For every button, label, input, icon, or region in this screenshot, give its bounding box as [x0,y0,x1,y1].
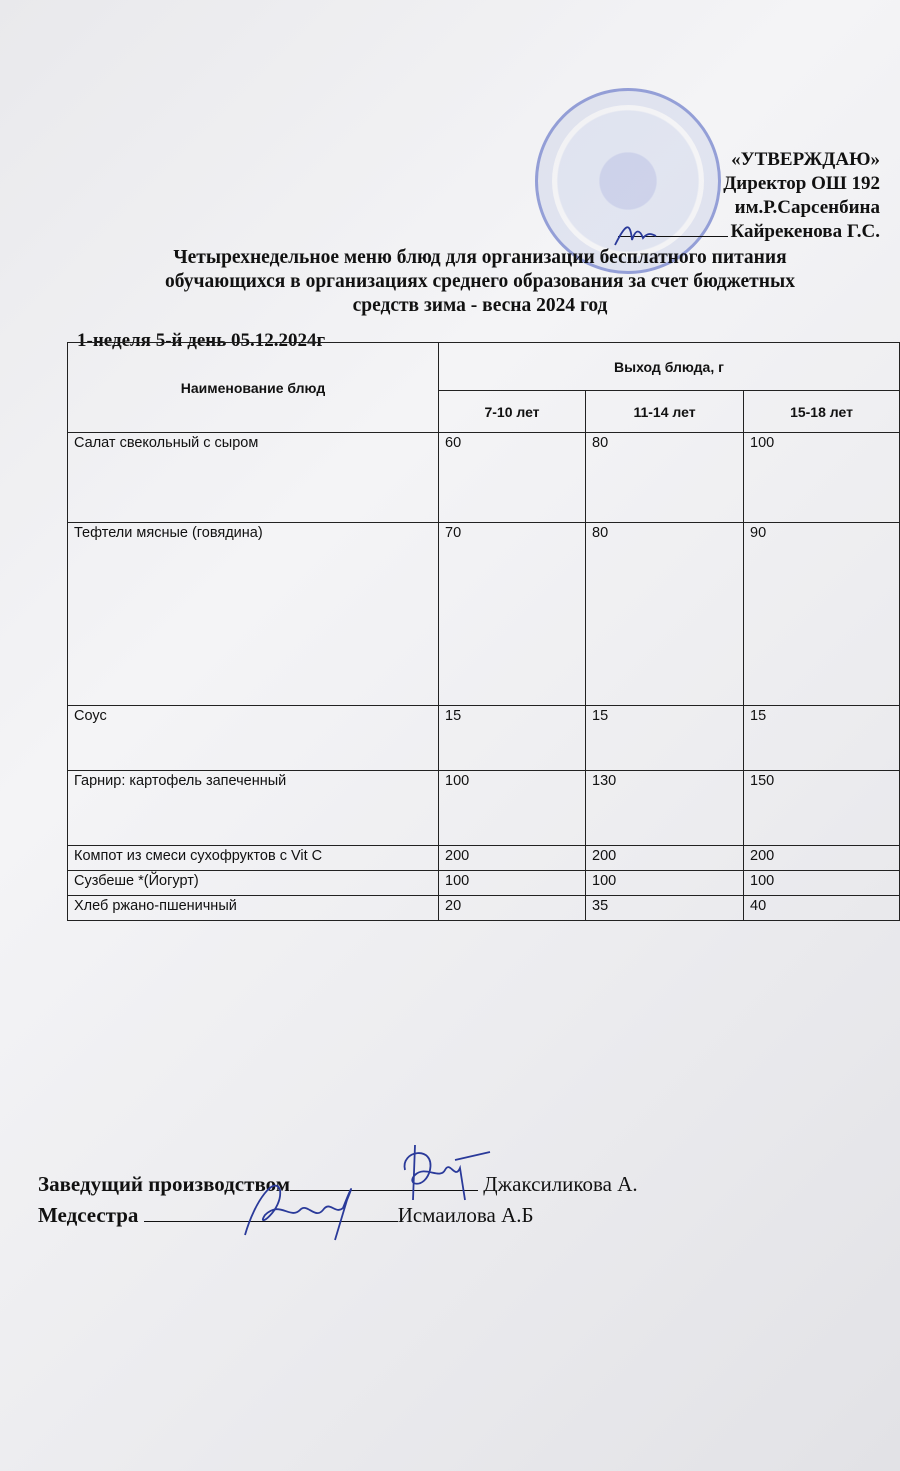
document-title: Четырехнедельное меню блюд для организац… [165,247,795,316]
production-signature-line: Заведущий производством Джаксиликова А. [38,1172,638,1197]
production-name: Джаксиликова А. [483,1172,638,1196]
dish-name: Сузбеше *(Йогурт) [67,870,439,896]
approval-heading: «УТВЕРЖДАЮ» [731,149,880,170]
table-row: Хлеб ржано-пшеничный 20 35 40 [67,895,900,921]
value-7-10: 200 [438,845,586,871]
approval-block: «УТВЕРЖДАЮ» Директор ОШ 192 им.Р.Сарсенб… [618,148,880,244]
table-row: Гарнир: картофель запеченный 100 130 150 [67,770,900,846]
value-15-18: 100 [743,432,900,523]
value-15-18: 90 [743,522,900,706]
header-age-15-18: 15-18 лет [743,390,900,433]
official-stamp [535,88,721,274]
table-row: Компот из смеси сухофруктов с Vit C 200 … [67,845,900,871]
approval-name: Кайрекенова Г.С. [618,220,880,244]
dish-name: Гарнир: картофель запеченный [67,770,439,846]
value-7-10: 100 [438,870,586,896]
header-age-7-10: 7-10 лет [438,390,586,433]
dish-name: Хлеб ржано-пшеничный [67,895,439,921]
value-15-18: 100 [743,870,900,896]
value-7-10: 100 [438,770,586,846]
value-7-10: 70 [438,522,586,706]
dish-name: Соус [67,705,439,771]
table-row: Сузбеше *(Йогурт) 100 100 100 [67,870,900,896]
value-11-14: 80 [585,522,744,706]
dish-name: Тефтели мясные (говядина) [67,522,439,706]
header-dish-name: Наименование блюд [67,342,439,433]
nurse-name: Исмаилова А.Б [397,1203,534,1227]
menu-table: Наименование блюд Выход блюда, г 7-10 ле… [67,342,900,921]
production-handwritten-signature [403,1144,491,1201]
approval-position: Директор ОШ 192 [723,173,880,194]
header-output: Выход блюда, г [438,342,900,391]
value-7-10: 15 [438,705,586,771]
nurse-handwritten-signature [244,1184,352,1241]
value-11-14: 100 [585,870,744,896]
dish-name: Компот из смеси сухофруктов с Vit C [67,845,439,871]
value-15-18: 150 [743,770,900,846]
value-7-10: 20 [438,895,586,921]
value-11-14: 35 [585,895,744,921]
value-15-18: 15 [743,705,900,771]
production-label: Заведущий производством [38,1172,291,1196]
value-11-14: 80 [585,432,744,523]
value-15-18: 40 [743,895,900,921]
table-row: Салат свекольный с сыром 60 80 100 [67,432,900,523]
value-11-14: 200 [585,845,744,871]
dish-name: Салат свекольный с сыром [67,432,439,523]
nurse-label: Медсестра [38,1203,139,1227]
table-row: Тефтели мясные (говядина) 70 80 90 [67,522,900,706]
header-age-11-14: 11-14 лет [585,390,744,433]
director-signature [614,226,657,246]
table-row: Соус 15 15 15 [67,705,900,771]
nurse-signature-line: Медсестра Исмаилова А.Б [38,1203,534,1228]
value-11-14: 130 [585,770,744,846]
value-11-14: 15 [585,705,744,771]
value-15-18: 200 [743,845,900,871]
approval-school: им.Р.Сарсенбина [734,197,880,218]
value-7-10: 60 [438,432,586,523]
